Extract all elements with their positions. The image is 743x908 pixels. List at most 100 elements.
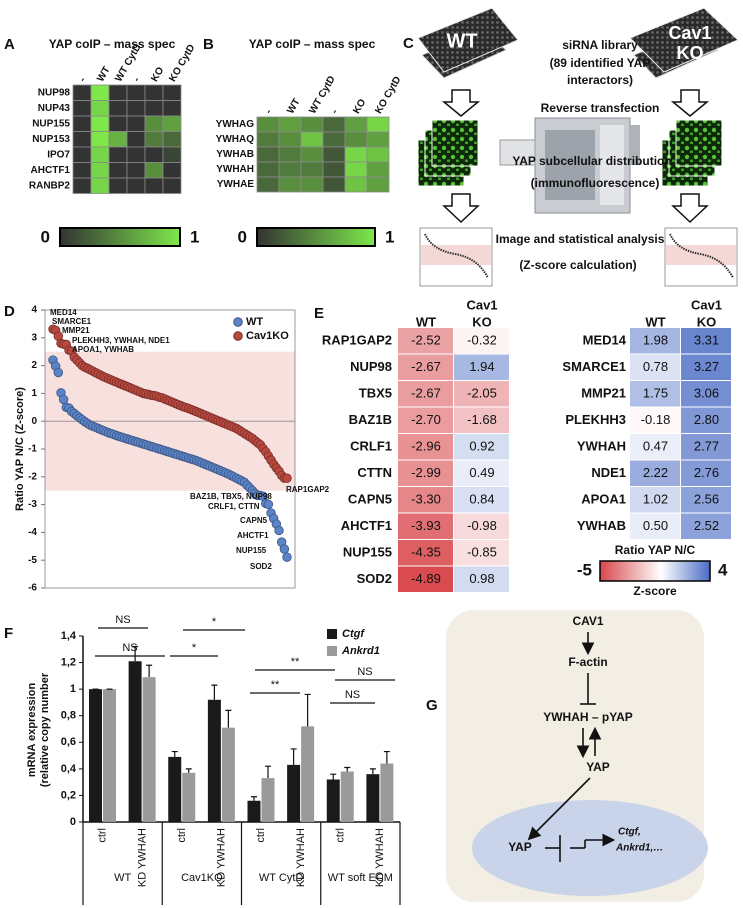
error-bar xyxy=(225,709,232,728)
legend-label: Cav1KO xyxy=(246,330,289,342)
error-bar xyxy=(265,765,271,779)
cell-value: -0.85 xyxy=(467,545,497,560)
colorbar-tick-label: -5 xyxy=(577,560,592,579)
group-label: WT soft ECM xyxy=(328,872,393,884)
heat-cell xyxy=(126,115,146,132)
plate-label: WT xyxy=(446,30,477,52)
heat-cell xyxy=(90,84,110,101)
point xyxy=(282,473,292,483)
column-label: - xyxy=(263,107,274,115)
annotation: CAPN5 xyxy=(240,516,268,525)
heat-cell xyxy=(72,84,92,101)
heat-cell xyxy=(630,381,680,407)
x-tick-label: ctrl xyxy=(97,828,109,843)
row-label: NUP98 xyxy=(350,359,392,374)
panel-label: A xyxy=(4,36,15,53)
x-tick-label: KD YWHAH xyxy=(136,828,148,887)
step-text: siRNA library xyxy=(562,38,638,52)
legend-swatch xyxy=(327,646,337,656)
annotation: CRLF1, CTTN xyxy=(208,502,260,511)
heat-cell xyxy=(108,115,128,132)
step-text: (89 identified YAP xyxy=(550,56,651,70)
cell-value: -2.67 xyxy=(411,359,441,374)
y-tick-label: 4 xyxy=(31,305,37,316)
panel-label: D xyxy=(4,303,15,320)
chart-title: YAP coIP – mass spec xyxy=(249,37,376,51)
y-tick-label: 0 xyxy=(70,816,76,828)
node: YWHAH – pYAP xyxy=(543,710,633,724)
heat-cell xyxy=(108,146,128,163)
row-label: IPO7 xyxy=(47,149,70,160)
heat-cell xyxy=(126,84,146,101)
heat-cell xyxy=(454,487,509,513)
target-gene: Ctgf, xyxy=(618,827,641,838)
row-label: AHCTF1 xyxy=(31,165,71,176)
significance-label: NS xyxy=(122,642,137,654)
heat-cell xyxy=(398,354,453,380)
heat-cell xyxy=(681,487,731,513)
bar xyxy=(287,764,301,822)
heat-cell xyxy=(90,146,110,163)
cell-value: 1.98 xyxy=(643,333,668,348)
bar xyxy=(301,726,315,822)
heat-cell xyxy=(454,460,509,486)
y-axis-label: mRNA expression xyxy=(26,683,38,778)
panel-label: C xyxy=(403,35,414,52)
column-label: - xyxy=(131,75,142,83)
heat-cell xyxy=(278,116,302,133)
bar xyxy=(128,661,142,822)
colorbar xyxy=(256,227,376,247)
heat-cell xyxy=(144,146,164,163)
heat-cell xyxy=(366,131,390,148)
group-label: WT CytD xyxy=(259,872,303,884)
bar xyxy=(103,689,116,822)
column-header: WT xyxy=(416,314,436,329)
legend-label: Ankrd1 xyxy=(341,645,380,657)
heat-cell xyxy=(681,407,731,433)
annotation: MMP21 xyxy=(62,326,90,335)
heat-cell xyxy=(398,566,453,592)
heat-cell xyxy=(162,162,182,179)
heat-cell xyxy=(366,146,390,163)
chart-title: YAP coIP – mass spec xyxy=(49,37,176,51)
cell-value: -2.99 xyxy=(411,465,441,480)
column-label: KO xyxy=(149,65,166,84)
node: YAP xyxy=(586,760,610,774)
x-tick-label: KD YWHAH xyxy=(295,828,307,887)
bar xyxy=(247,800,261,822)
cell-value: -4.89 xyxy=(411,571,441,586)
error-bar xyxy=(330,773,337,780)
plate-label: Cav1 xyxy=(668,23,711,43)
row-label: YWHAH xyxy=(216,164,254,175)
heat-cell xyxy=(454,407,509,433)
wt-plate: WT xyxy=(417,7,519,79)
heat-cell xyxy=(366,176,390,193)
y-tick-label: -4 xyxy=(28,527,37,538)
column-label: - xyxy=(329,107,340,115)
heat-cell xyxy=(144,84,164,101)
row-label: RAP1GAP2 xyxy=(322,333,392,348)
node: CAV1 xyxy=(572,614,603,628)
cell-value: 1.02 xyxy=(643,492,668,507)
bar xyxy=(142,677,156,822)
row-label: NUP98 xyxy=(38,87,71,98)
annotation: PLEKHH3, YWHAH, NDE1 xyxy=(72,336,170,345)
x-tick-label: KD YWHAH xyxy=(216,828,228,887)
row-label: NDE1 xyxy=(591,465,626,480)
heat-cell xyxy=(322,131,346,148)
heat-cell xyxy=(630,328,680,354)
heat-cell xyxy=(630,460,680,486)
zscore-plots xyxy=(419,227,738,287)
heat-cell xyxy=(108,131,128,148)
error-bar xyxy=(132,646,139,662)
error-bar xyxy=(290,748,297,765)
y-tick-label: 1 xyxy=(70,683,76,695)
heat-cell xyxy=(630,513,680,539)
heat-cell xyxy=(108,84,128,101)
block-arrows xyxy=(441,89,710,224)
colorbar xyxy=(599,560,711,582)
heat-cell xyxy=(144,162,164,179)
heat-cell xyxy=(630,407,680,433)
row-label: YWHAG xyxy=(216,119,255,130)
panel-label: F xyxy=(4,625,13,642)
